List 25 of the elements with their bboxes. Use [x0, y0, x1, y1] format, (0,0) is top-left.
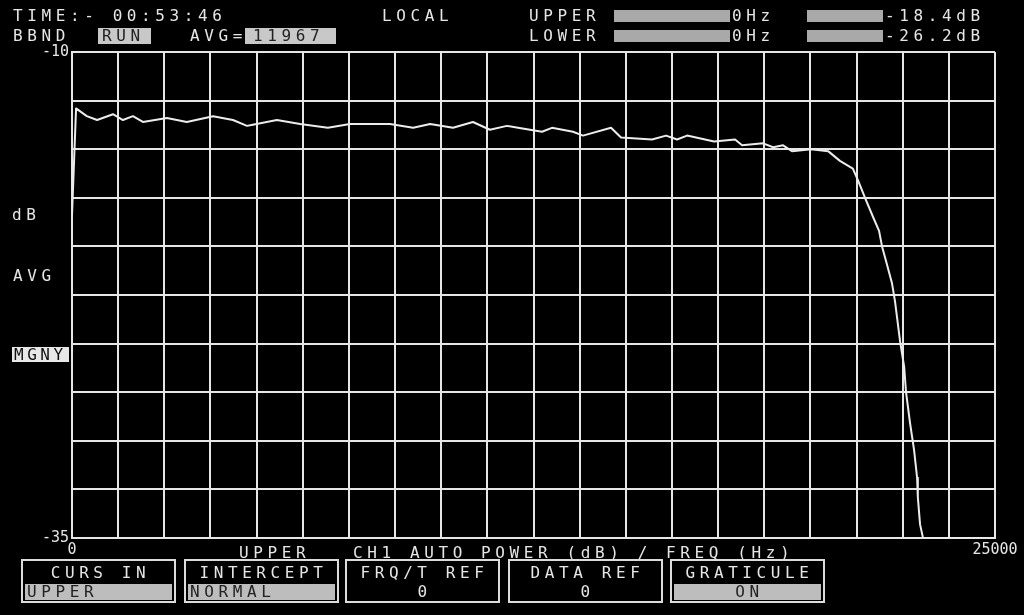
text: 0Hz — [732, 6, 775, 25]
text: LOWER — [529, 26, 601, 45]
text: -26.2dB — [885, 26, 985, 45]
text: 11967 — [245, 26, 337, 45]
text: -18.4dB — [885, 6, 985, 25]
text: AVG — [13, 266, 56, 285]
text: AVG= — [190, 26, 247, 45]
text: UPPER — [239, 543, 311, 562]
x-axis-title: CH1 AUTO POWER (dB) / FREQ (Hz) — [353, 543, 795, 562]
text: LOCAL — [382, 6, 454, 25]
softkey-button: FRQ/T REF 0 — [345, 559, 500, 603]
text: TIME:- 00:53:46 — [13, 6, 227, 25]
text: UPPER — [529, 6, 601, 25]
y-axis-title: dB — [12, 205, 41, 224]
value-field: NORMAL — [188, 584, 335, 600]
softkey-button: CURS IN UPPER — [21, 559, 176, 603]
value-field: ON — [674, 584, 821, 600]
value-field: UPPER — [25, 584, 172, 600]
softkey-button: INTERCEPT NORMAL — [184, 559, 339, 603]
softkey-button: GRATICULE ON — [670, 559, 825, 603]
text: 0Hz — [732, 26, 775, 45]
text: RUN — [98, 26, 151, 45]
x-tick-label: 25000 — [972, 539, 1018, 558]
text: MGNY — [12, 345, 69, 364]
softkey-button: DATA REF 0 — [508, 559, 663, 603]
